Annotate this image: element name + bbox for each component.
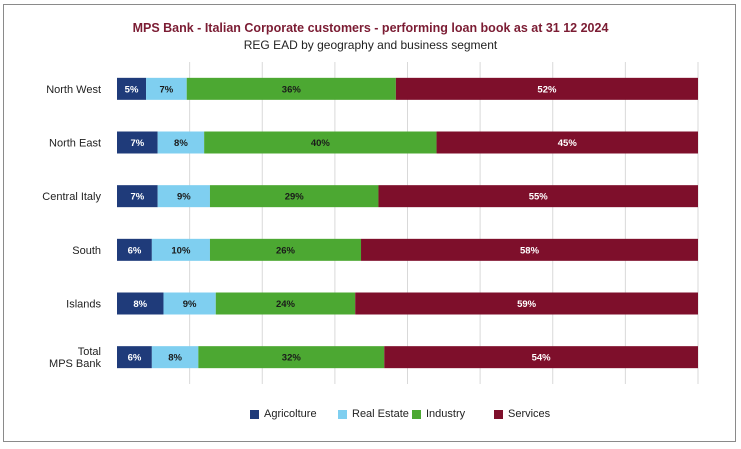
chart-subtitle: REG EAD by geography and business segmen… xyxy=(243,38,498,52)
bar-segment-industry xyxy=(215,292,356,315)
legend-item: Industry xyxy=(412,407,465,421)
category-label: North East xyxy=(49,138,101,150)
data-label: 36% xyxy=(282,84,302,95)
legend-label: Services xyxy=(508,408,551,420)
bar-segment-services xyxy=(378,185,698,208)
data-label: 58% xyxy=(520,245,540,256)
bar-segment-agricolture xyxy=(117,292,164,315)
bar-segment-services xyxy=(436,131,698,154)
data-label: 29% xyxy=(285,192,305,203)
bar-segment-real-estate xyxy=(157,185,210,208)
data-label: 8% xyxy=(133,299,147,310)
data-label: 32% xyxy=(282,353,302,364)
category-label: Central Italy xyxy=(42,191,101,203)
bar-segment-industry xyxy=(209,185,379,208)
bar-segment-agricolture xyxy=(117,131,158,154)
bar-segment-industry xyxy=(209,238,362,261)
bar-segment-real-estate xyxy=(151,346,199,369)
data-label: 24% xyxy=(276,299,296,310)
bar-segment-services xyxy=(384,346,698,369)
data-label: 7% xyxy=(130,138,144,149)
legend-item: Real Estate xyxy=(338,407,409,421)
legend-item: Agricolture xyxy=(250,407,317,421)
data-label: 6% xyxy=(128,353,142,364)
data-label: 59% xyxy=(517,299,537,310)
data-label: 6% xyxy=(128,245,142,256)
bar-segment-real-estate xyxy=(151,238,210,261)
bar-segment-agricolture xyxy=(117,346,152,369)
bar-segment-agricolture xyxy=(117,77,147,100)
category-label: Islands xyxy=(66,299,101,311)
legend-item: Services xyxy=(494,407,550,421)
data-label: 55% xyxy=(529,192,549,203)
data-label: 54% xyxy=(532,353,552,364)
legend-swatch xyxy=(412,409,421,419)
data-label: 9% xyxy=(177,192,191,203)
category-label: Total MPS Bank xyxy=(49,346,101,370)
bar-segment-agricolture xyxy=(117,238,152,261)
legend-label: Industry xyxy=(426,408,466,420)
legend-swatch xyxy=(494,409,503,419)
chart-title: MPS Bank - Italian Corporate customers -… xyxy=(132,21,609,35)
bar-segment-services xyxy=(361,238,698,261)
data-label: 9% xyxy=(183,299,197,310)
legend-swatch xyxy=(250,409,259,419)
data-label: 8% xyxy=(174,138,188,149)
bar-segment-real-estate xyxy=(163,292,216,315)
bar-segment-industry xyxy=(198,346,385,369)
chart-legend: Agricolture Real Estate Industry Services xyxy=(0,407,741,421)
bar-segment-real-estate xyxy=(146,77,187,100)
data-label: 45% xyxy=(558,138,578,149)
data-label: 52% xyxy=(537,84,557,95)
data-label: 26% xyxy=(276,245,296,256)
data-label: 5% xyxy=(125,84,139,95)
legend-swatch xyxy=(338,409,347,419)
bar-segment-agricolture xyxy=(117,185,158,208)
legend-label: Real Estate xyxy=(352,408,409,420)
legend-label: Agricolture xyxy=(264,408,317,420)
bar-segment-services xyxy=(355,292,698,315)
category-label: South xyxy=(72,245,101,257)
bar-segment-services xyxy=(395,77,698,100)
data-label: 40% xyxy=(311,138,331,149)
bar-segment-industry xyxy=(204,131,437,154)
data-label: 7% xyxy=(160,84,174,95)
data-label: 10% xyxy=(171,245,191,256)
data-label: 8% xyxy=(168,353,182,364)
category-label: North West xyxy=(46,84,101,96)
bar-segment-industry xyxy=(186,77,396,100)
bar-segment-real-estate xyxy=(157,131,205,154)
chart-frame xyxy=(3,4,736,442)
data-label: 7% xyxy=(130,192,144,203)
